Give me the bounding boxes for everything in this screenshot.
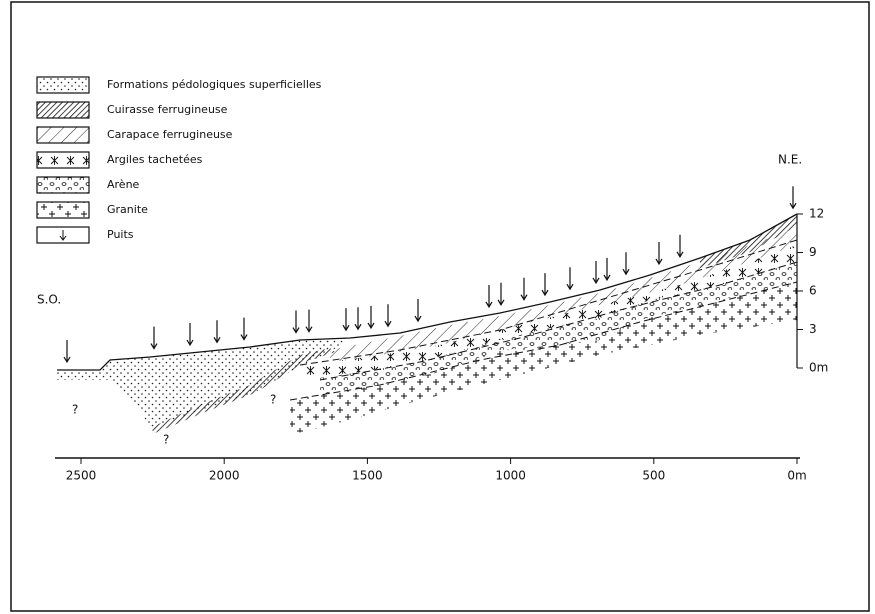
well-arrow	[293, 311, 299, 333]
well-arrow	[656, 242, 662, 264]
well-arrow	[486, 285, 492, 307]
legend-swatch-fill	[37, 127, 89, 143]
unknown-mark: ?	[72, 403, 78, 417]
well-arrow	[521, 278, 527, 300]
unknown-mark: ?	[270, 393, 276, 407]
y-tick-label: 0m	[809, 361, 828, 375]
well-arrow	[241, 318, 247, 340]
well-arrow	[151, 327, 157, 349]
x-tick-label: 2000	[209, 469, 240, 483]
well-arrow	[623, 252, 629, 274]
x-tick-label: 1000	[495, 469, 526, 483]
legend-swatch-fill	[37, 177, 89, 193]
legend-label: Argiles tachetées	[107, 153, 203, 166]
x-tick-label: 500	[642, 469, 665, 483]
well-arrow	[385, 304, 391, 326]
legend-label: Formations pédologiques superficielles	[107, 78, 322, 91]
well-arrow	[415, 299, 421, 321]
y-tick-label: 3	[809, 322, 817, 336]
well-arrow	[593, 261, 599, 283]
unknown-mark: ?	[163, 433, 169, 447]
legend: Formations pédologiques superficielles Cu…	[37, 77, 322, 243]
y-tick-label: 6	[809, 284, 817, 298]
well-arrow	[790, 186, 796, 208]
cross-section: S.O. N.E.???	[37, 153, 802, 447]
y-tick-label: 12	[809, 207, 824, 221]
well-arrow	[343, 308, 349, 330]
well-arrow	[306, 310, 312, 332]
legend-label: Arène	[107, 178, 140, 191]
southwest-label: S.O.	[37, 293, 61, 307]
y-tick-label: 9	[809, 245, 817, 259]
well-arrow	[214, 320, 220, 342]
well-arrow	[498, 283, 504, 305]
legend-label: Cuirasse ferrugineuse	[107, 103, 228, 116]
well-arrow	[64, 340, 70, 362]
figure: Formations pédologiques superficielles Cu…	[0, 0, 875, 614]
well-arrow	[677, 235, 683, 257]
well-arrow	[187, 323, 193, 345]
legend-swatch-fill	[37, 102, 89, 118]
x-tick-label: 0m	[787, 469, 806, 483]
well-arrow	[542, 273, 548, 295]
legend-label: Carapace ferrugineuse	[107, 128, 233, 141]
well-arrow	[355, 307, 361, 329]
legend-swatch-fill	[37, 202, 89, 218]
legend-label: Puits	[107, 228, 134, 241]
legend-label: Granite	[107, 203, 148, 216]
legend-swatch-fill	[37, 77, 89, 93]
northeast-label: N.E.	[778, 153, 802, 167]
legend-swatch-fill	[37, 152, 89, 168]
well-arrow	[604, 258, 610, 280]
x-tick-label: 1500	[352, 469, 383, 483]
well-arrow	[567, 267, 573, 289]
well-arrow	[368, 306, 374, 328]
x-tick-label: 2500	[66, 469, 97, 483]
